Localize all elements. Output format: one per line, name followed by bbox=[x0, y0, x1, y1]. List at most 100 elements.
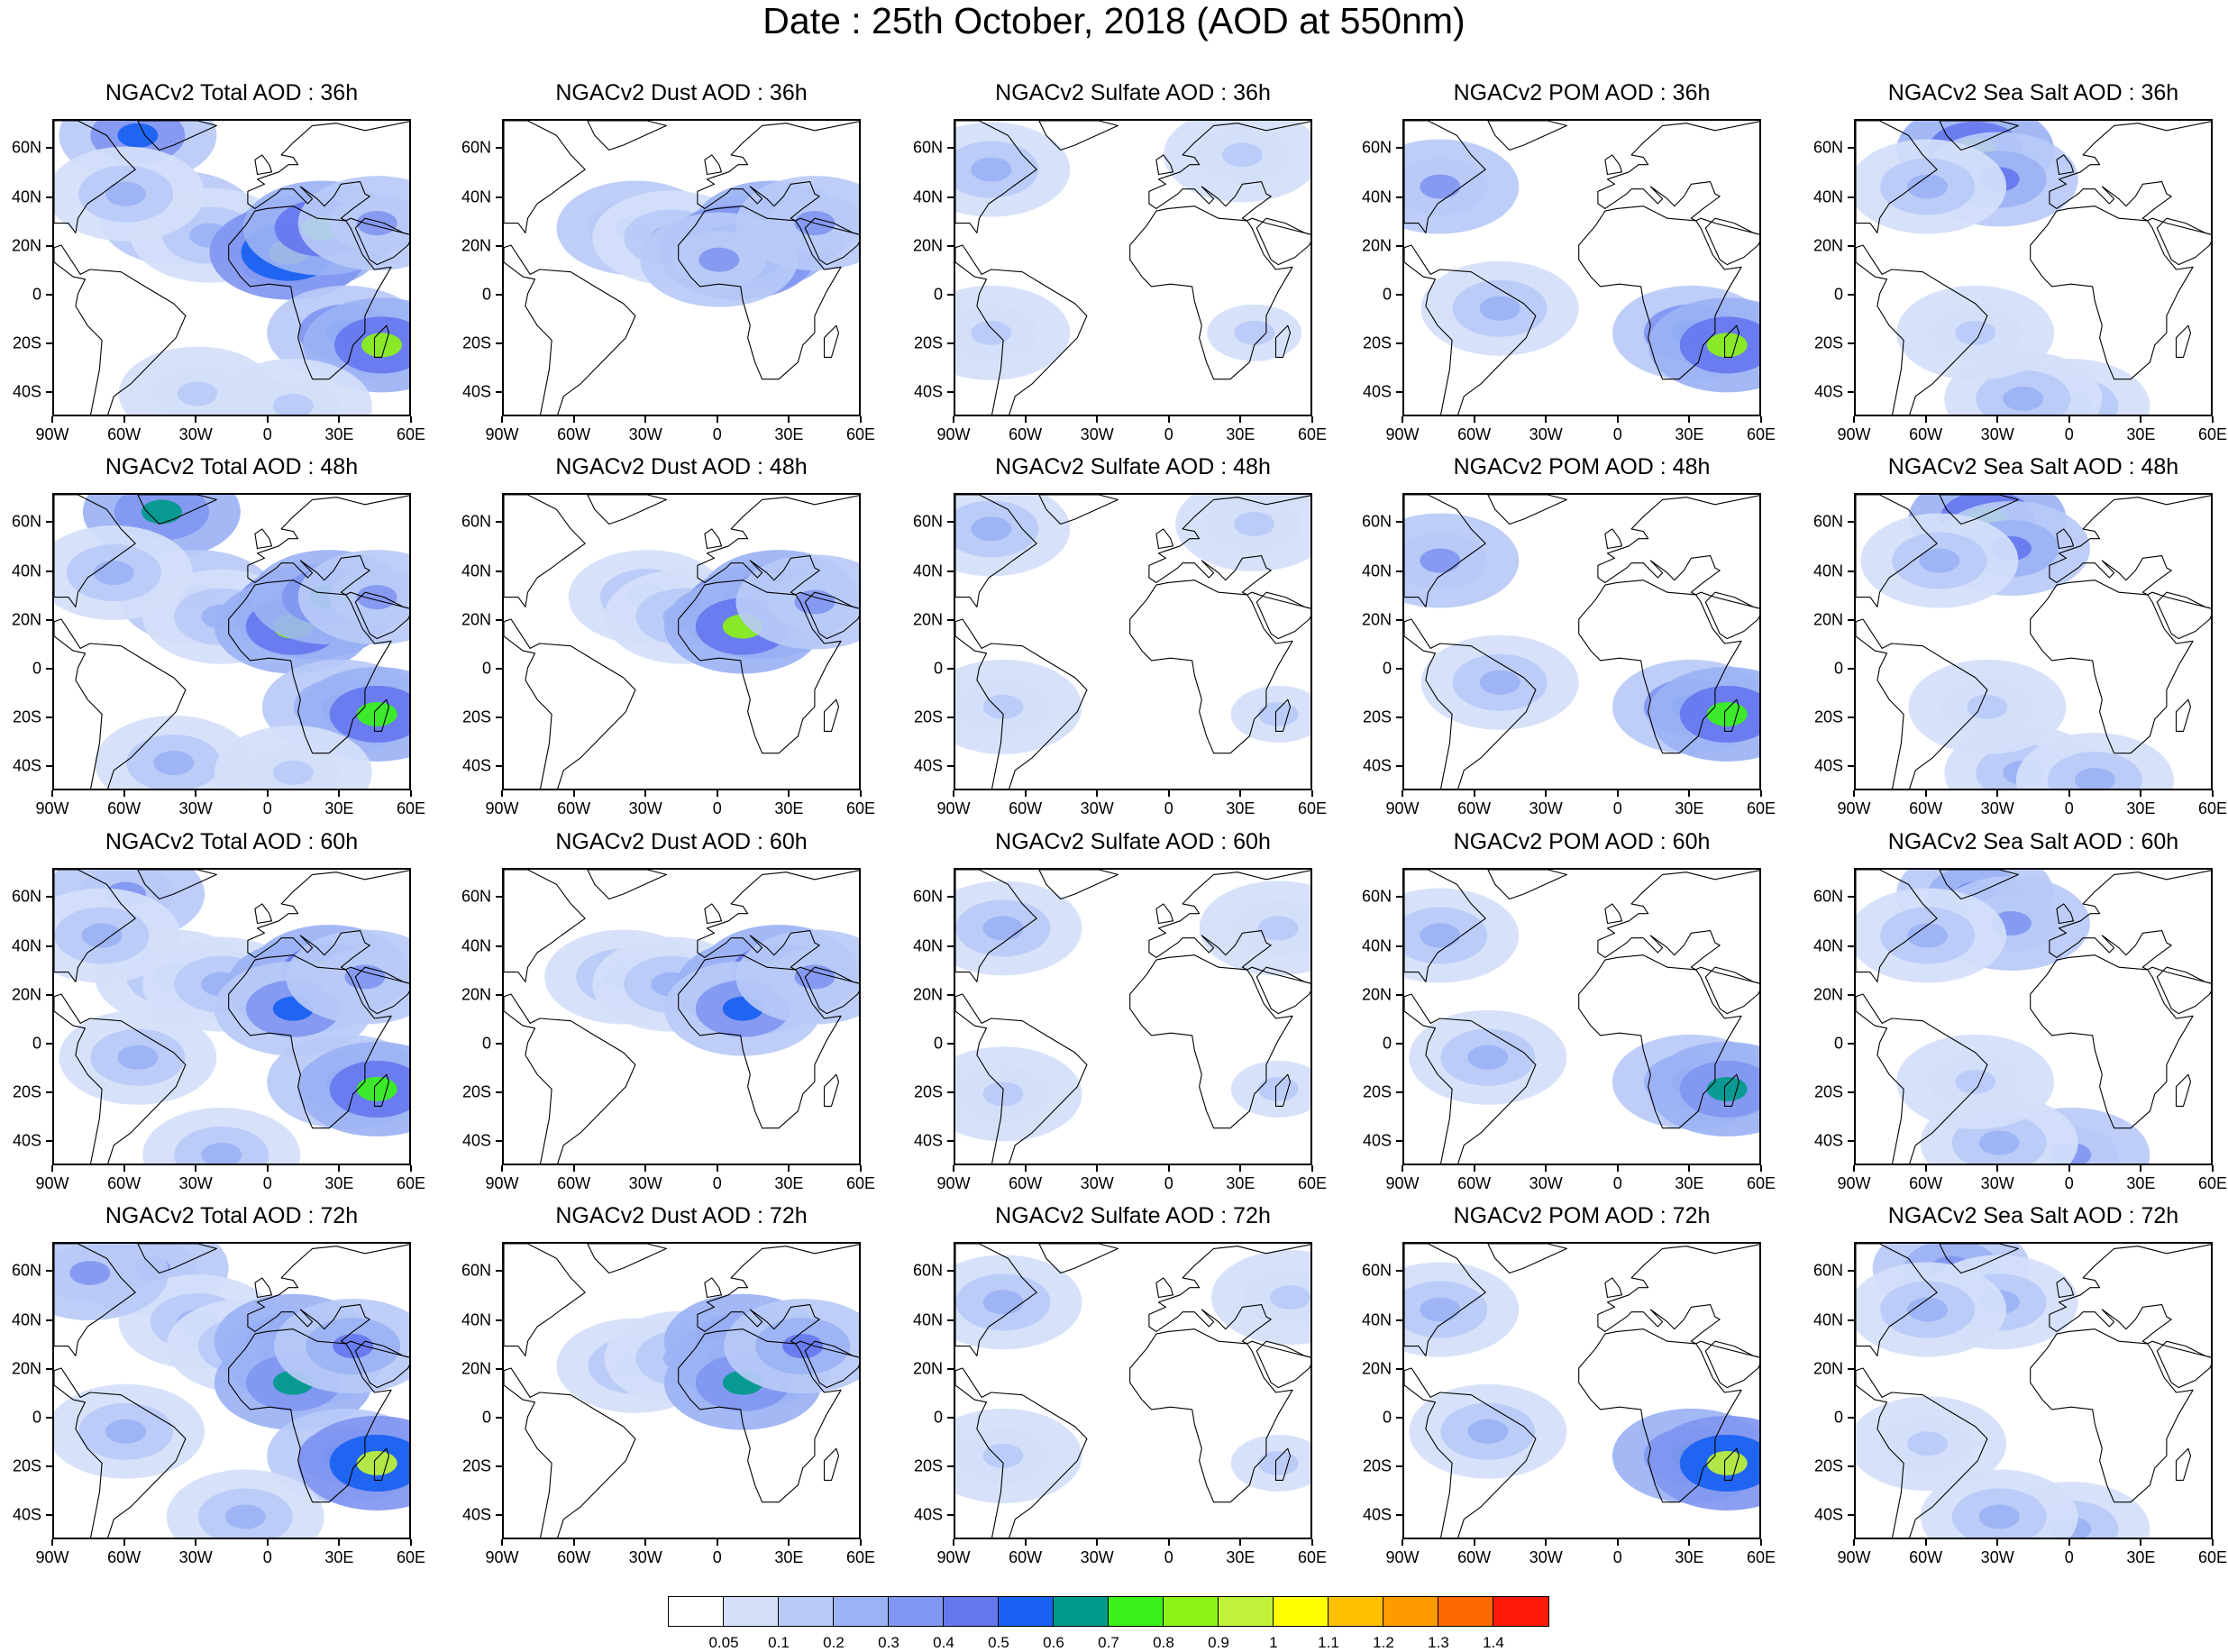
longitude-label: 60W bbox=[107, 799, 142, 817]
longitude-label: 30E bbox=[324, 799, 354, 817]
coastline bbox=[1604, 528, 1623, 550]
latitude-label: 20S bbox=[913, 333, 943, 352]
map-plot-area bbox=[954, 1242, 1312, 1539]
aod-map bbox=[1856, 495, 2211, 789]
longitude-tick bbox=[1616, 1165, 1619, 1172]
coastline bbox=[54, 1367, 187, 1538]
longitude-tick bbox=[1473, 1165, 1475, 1172]
latitude-label: 20S bbox=[913, 707, 943, 726]
latitude-label: 60N bbox=[912, 887, 943, 906]
latitude-label: 40N bbox=[1361, 1310, 1392, 1329]
latitude-tick bbox=[947, 764, 954, 767]
coastline bbox=[804, 217, 859, 266]
latitude-label: 20S bbox=[1362, 1456, 1392, 1475]
latitude-tick bbox=[1396, 896, 1402, 899]
latitude-tick bbox=[496, 342, 502, 344]
coastline bbox=[1404, 495, 1486, 607]
longitude-label: 0 bbox=[1164, 1174, 1173, 1192]
latitude-tick bbox=[947, 1042, 954, 1045]
longitude-tick bbox=[1924, 416, 1927, 423]
aod-plume bbox=[699, 247, 740, 272]
coastline bbox=[504, 244, 636, 415]
aod-plume bbox=[1955, 320, 1996, 345]
map-plot-area bbox=[502, 493, 861, 790]
aod-plume bbox=[794, 964, 836, 990]
coastline bbox=[1487, 495, 1567, 525]
latitude-label: 20S bbox=[461, 1456, 491, 1475]
coastline bbox=[955, 993, 1088, 1164]
coastline bbox=[1487, 1244, 1567, 1274]
aod-map bbox=[54, 121, 409, 415]
coastline bbox=[247, 495, 409, 609]
colorbar-tick-label: 1.2 bbox=[1373, 1634, 1394, 1651]
latitude-label: 20S bbox=[12, 1082, 41, 1101]
longitude-tick bbox=[2212, 1165, 2214, 1172]
aod-plume bbox=[1257, 916, 1299, 941]
longitude-tick bbox=[788, 416, 790, 423]
latitude-label: 60N bbox=[1361, 1261, 1392, 1280]
coastline bbox=[1404, 993, 1537, 1164]
latitude-tick bbox=[947, 1513, 954, 1516]
coastline bbox=[354, 966, 409, 1015]
latitude-label: 0 bbox=[1833, 1408, 1843, 1427]
aod-map bbox=[955, 121, 1310, 415]
aod-plume bbox=[105, 1419, 147, 1444]
longitude-label: 30E bbox=[774, 799, 804, 817]
longitude-label: 60W bbox=[557, 799, 591, 817]
coastline bbox=[1704, 966, 1759, 1015]
longitude-tick bbox=[644, 1539, 647, 1546]
latitude-tick bbox=[1396, 342, 1402, 344]
longitude-tick bbox=[1402, 1539, 1403, 1546]
coastline bbox=[1578, 205, 1742, 380]
coastline bbox=[2156, 217, 2211, 266]
coastline bbox=[955, 244, 1088, 415]
latitude-label: 40S bbox=[1362, 1505, 1392, 1524]
aod-plume bbox=[1706, 1450, 1748, 1475]
longitude-tick bbox=[716, 1539, 718, 1546]
longitude-label: 0 bbox=[712, 1548, 722, 1566]
longitude-label: 0 bbox=[262, 1548, 272, 1566]
latitude-label: 40N bbox=[1813, 1310, 1843, 1329]
latitude-tick bbox=[46, 1367, 52, 1370]
aod-plume bbox=[356, 585, 397, 610]
latitude-tick bbox=[947, 945, 954, 947]
coastline bbox=[587, 121, 667, 151]
longitude-label: 30E bbox=[1675, 1174, 1704, 1192]
latitude-tick bbox=[1848, 993, 1854, 996]
longitude-tick bbox=[1096, 790, 1099, 797]
latitude-label: 20S bbox=[1362, 1082, 1392, 1101]
coastline bbox=[1274, 324, 1292, 358]
latitude-label: 20N bbox=[1813, 236, 1843, 255]
coastline bbox=[254, 528, 273, 550]
aod-plume bbox=[333, 1334, 374, 1359]
coastline bbox=[697, 870, 859, 984]
aod-map bbox=[955, 1244, 1310, 1538]
coastline bbox=[2056, 1277, 2075, 1299]
longitude-tick bbox=[1616, 1539, 1619, 1546]
colorbar-tick-label: 0.7 bbox=[1098, 1634, 1119, 1651]
longitude-tick bbox=[338, 790, 341, 797]
longitude-tick bbox=[195, 1539, 197, 1546]
longitude-label: 30E bbox=[1226, 425, 1256, 443]
latitude-tick bbox=[1396, 570, 1402, 572]
latitude-tick bbox=[1396, 1367, 1402, 1370]
coastline bbox=[504, 1367, 636, 1538]
aod-plume bbox=[2003, 386, 2044, 411]
coastline bbox=[1038, 870, 1119, 900]
panel-title: NGACv2 Sea Salt AOD : 36h bbox=[1887, 80, 2179, 105]
longitude-label: 60E bbox=[2197, 425, 2228, 443]
latitude-label: 20N bbox=[11, 236, 41, 255]
longitude-label: 90W bbox=[35, 799, 69, 817]
coastline bbox=[137, 495, 217, 525]
latitude-label: 40S bbox=[1813, 1505, 1843, 1524]
coastline bbox=[678, 205, 842, 380]
latitude-tick bbox=[46, 342, 52, 344]
coastline bbox=[1704, 217, 1759, 266]
panel-title: NGACv2 Sulfate AOD : 36h bbox=[995, 80, 1271, 105]
coastline bbox=[2175, 698, 2192, 732]
latitude-tick bbox=[46, 293, 52, 296]
latitude-label: 40N bbox=[912, 561, 943, 580]
latitude-label: 0 bbox=[32, 1408, 41, 1427]
latitude-label: 20S bbox=[913, 1456, 943, 1475]
latitude-label: 0 bbox=[1833, 285, 1843, 304]
